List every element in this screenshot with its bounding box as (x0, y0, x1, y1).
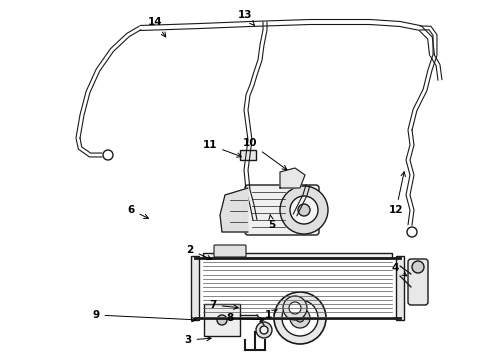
Circle shape (283, 296, 307, 320)
Circle shape (298, 204, 310, 216)
Circle shape (289, 302, 301, 314)
Text: 13: 13 (238, 10, 254, 25)
Text: 11: 11 (203, 140, 242, 157)
Bar (203, 253, 392, 258)
Circle shape (217, 315, 227, 325)
Bar (191, 256, 199, 320)
Circle shape (412, 261, 424, 273)
Text: 4: 4 (392, 263, 407, 276)
Text: 1: 1 (265, 310, 277, 320)
Text: 2: 2 (186, 245, 212, 260)
Text: 7: 7 (209, 300, 238, 310)
Circle shape (274, 292, 326, 344)
Text: 3: 3 (184, 335, 211, 345)
FancyBboxPatch shape (408, 259, 428, 305)
Bar (396, 256, 404, 320)
Text: 14: 14 (147, 17, 166, 37)
Circle shape (290, 196, 318, 224)
Circle shape (296, 314, 304, 322)
FancyBboxPatch shape (285, 214, 305, 226)
Text: 5: 5 (269, 215, 275, 230)
Bar (240, 150, 256, 160)
Circle shape (280, 186, 328, 234)
Text: 6: 6 (127, 205, 148, 219)
Text: 9: 9 (93, 310, 196, 322)
Text: 12: 12 (389, 172, 405, 215)
Polygon shape (280, 168, 305, 188)
Circle shape (282, 300, 318, 336)
Bar (204, 304, 240, 336)
Text: 10: 10 (243, 138, 287, 170)
Polygon shape (220, 188, 248, 232)
Circle shape (260, 326, 268, 334)
Text: 8: 8 (226, 313, 264, 323)
FancyBboxPatch shape (245, 185, 319, 235)
Circle shape (256, 322, 272, 338)
FancyBboxPatch shape (214, 245, 246, 257)
Circle shape (290, 308, 310, 328)
